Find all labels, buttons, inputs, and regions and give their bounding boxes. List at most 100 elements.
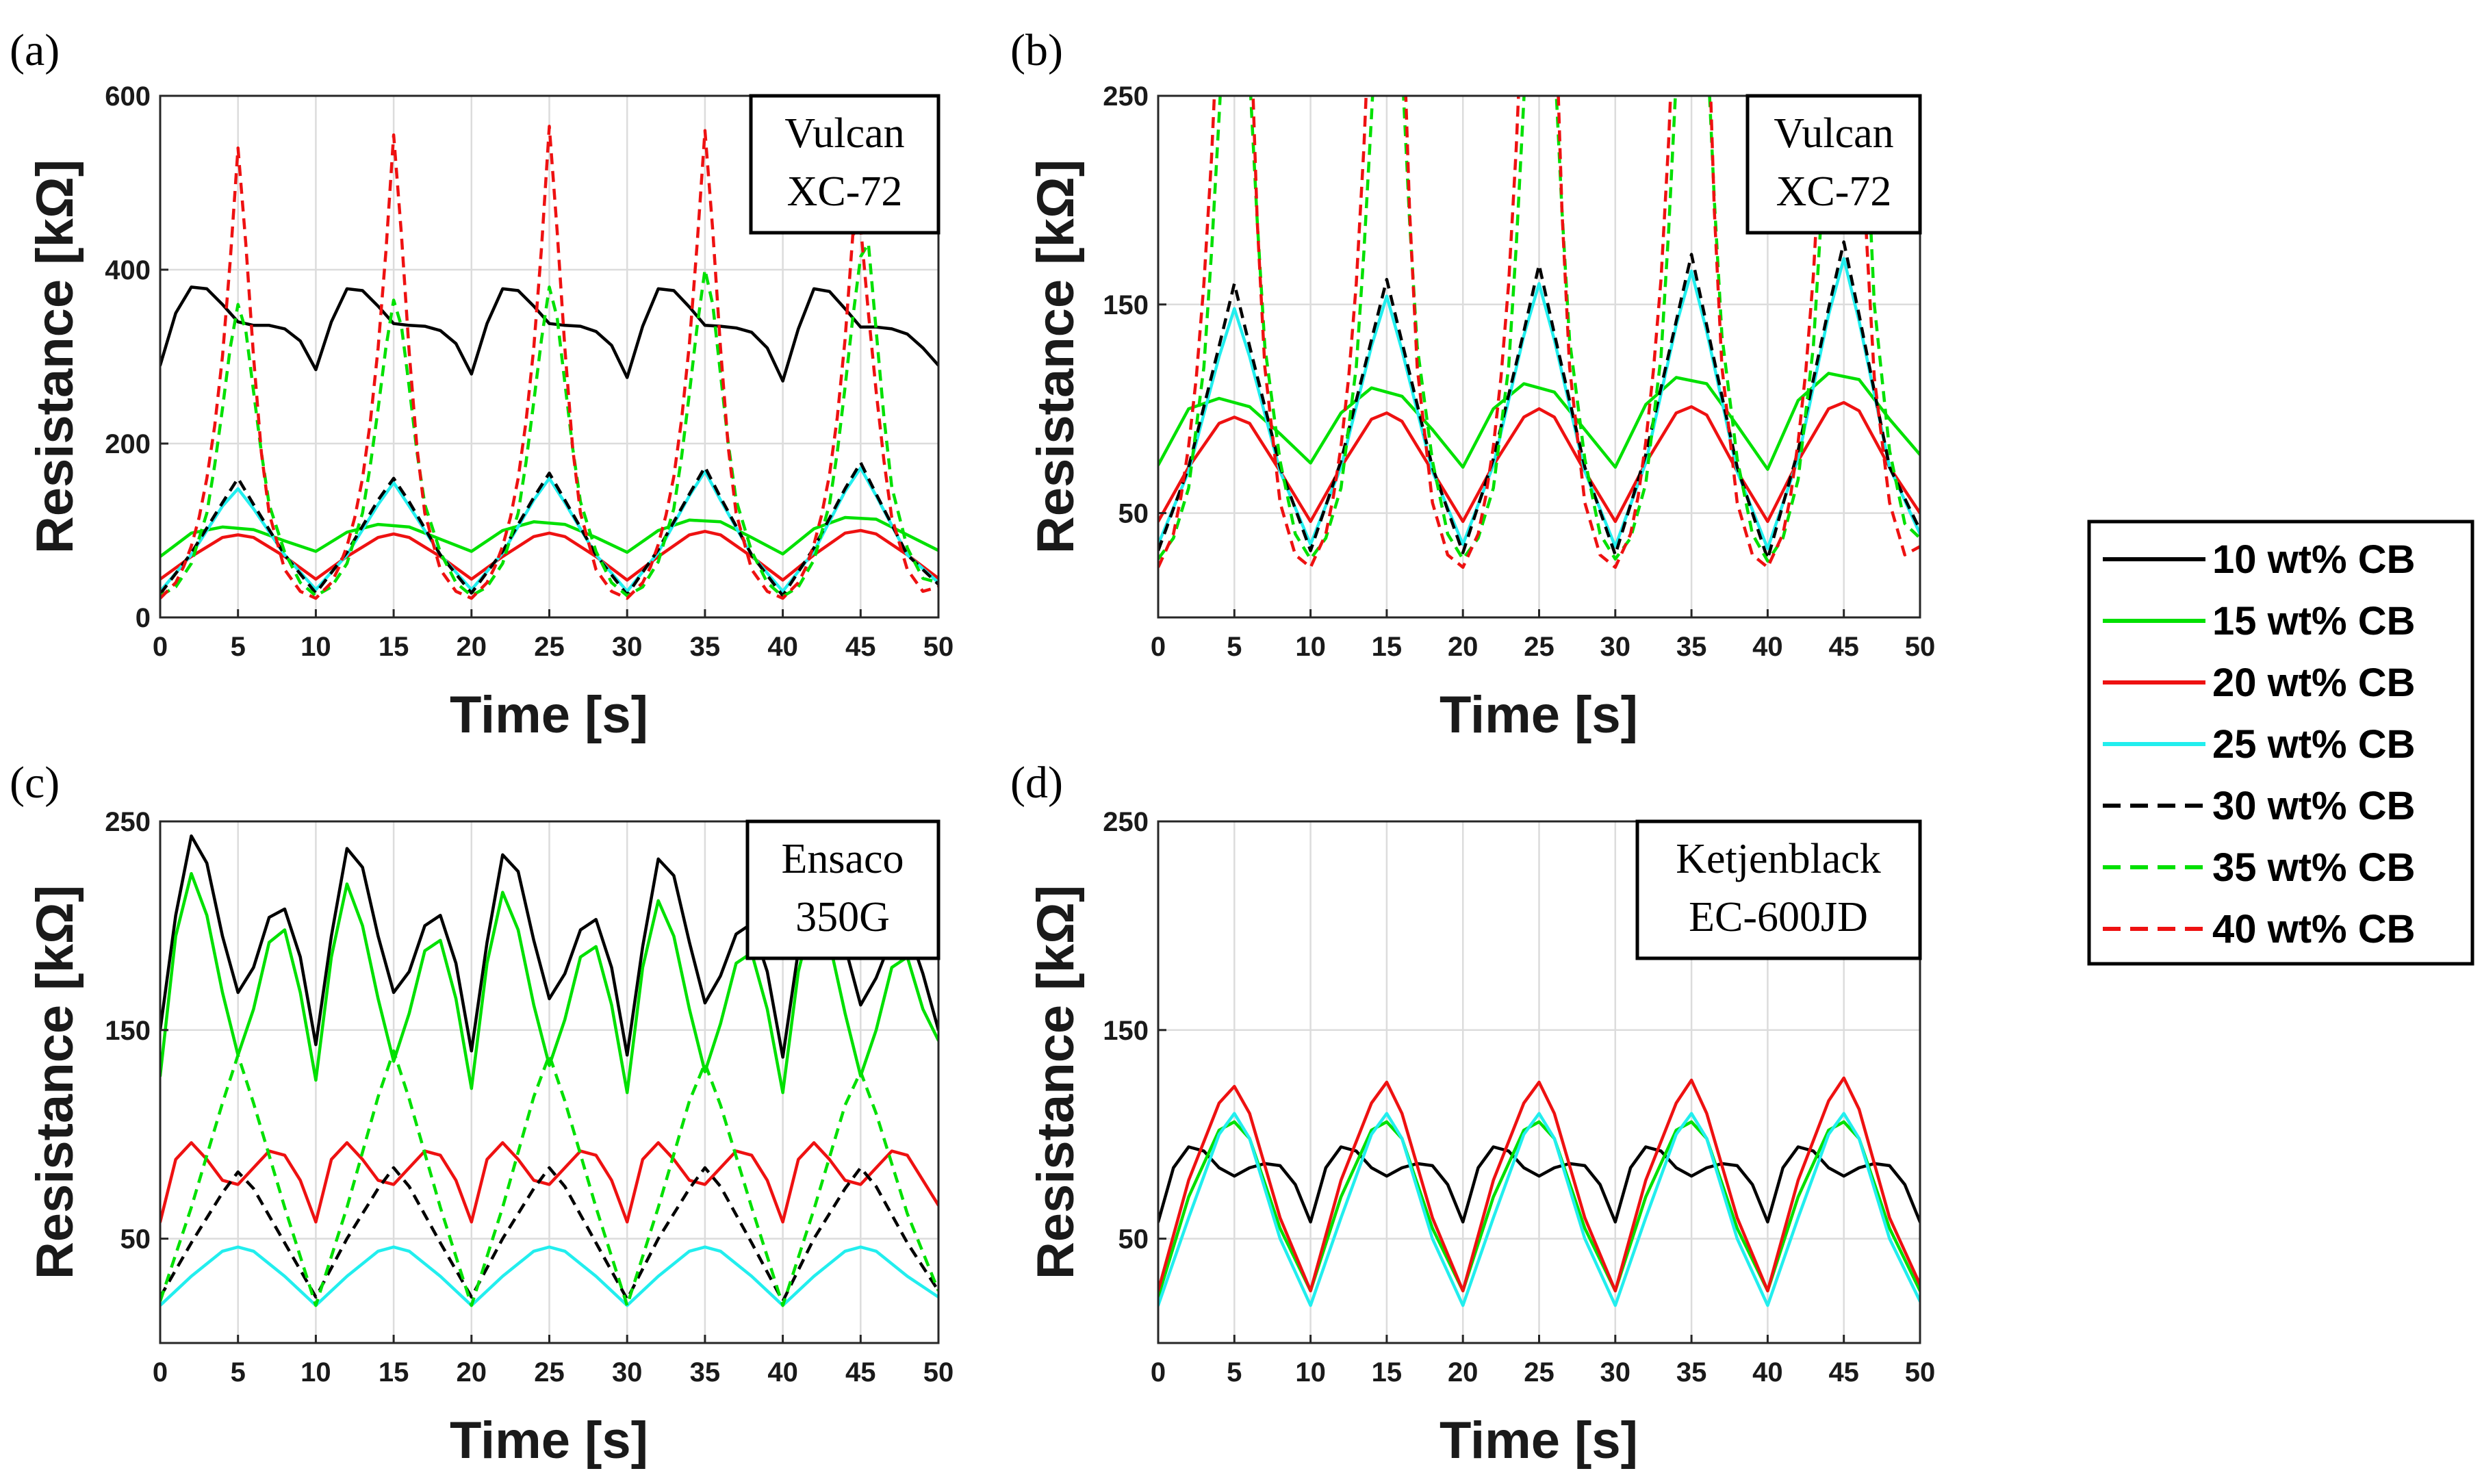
x-tick-label: 20 — [457, 632, 487, 662]
x-tick-label: 50 — [1905, 632, 1936, 662]
legend-label-10-wt-cb: 10 wt% CB — [2212, 537, 2416, 582]
legend-label-20-wt-cb: 20 wt% CB — [2212, 661, 2416, 705]
ticks-b: 0 5 10 15 20 25 30 35 40 45 50 50 150 250 — [1103, 81, 1935, 662]
x-tick-label: 25 — [1524, 1357, 1555, 1387]
x-axis-label-c: Time [s] — [450, 1411, 648, 1470]
y-axis-label-a: Resistance [kΩ] — [26, 159, 84, 554]
series-line-25-wt-cb — [160, 466, 938, 593]
x-tick-label: 25 — [1524, 632, 1555, 662]
annotation-box-b — [1745, 94, 1922, 235]
x-tick-label: 40 — [767, 632, 798, 662]
series-line-15-wt-cb — [160, 515, 938, 559]
legend-label-30-wt-cb: 30 wt% CB — [2212, 784, 2416, 828]
y-tick-label: 250 — [105, 807, 151, 837]
series-line-35-wt-cb — [160, 1049, 938, 1307]
annotation-line1-d: Ketjenblack — [1676, 836, 1881, 882]
series-b — [1158, 96, 1920, 570]
panel-a: (a) 0 5 10 15 20 25 30 35 40 45 50 0 200 400 600 Time … — [10, 25, 954, 744]
legend: 10 wt% CB 15 wt% CB 20 wt% CB 25 wt% CB 30 w… — [2087, 520, 2474, 966]
x-tick-label: 0 — [1151, 1357, 1166, 1387]
y-tick-label: 600 — [105, 81, 151, 112]
panel-letter-a: (a) — [10, 25, 60, 75]
panel-d: (d) 0 5 10 15 20 25 30 35 40 45 50 50 150 250 Time [s… — [1010, 758, 1935, 1470]
x-axis-label-d: Time [s] — [1440, 1411, 1638, 1470]
y-tick-label: 150 — [105, 1016, 151, 1046]
annotation-line2-c: 350G — [795, 894, 890, 941]
legend-label-15-wt-cb: 15 wt% CB — [2212, 599, 2416, 643]
x-tick-label: 0 — [153, 1357, 168, 1387]
y-tick-label: 250 — [1103, 807, 1149, 837]
y-tick-label: 150 — [1103, 1016, 1149, 1046]
series-line-10-wt-cb — [1158, 1145, 1920, 1224]
x-tick-label: 0 — [153, 632, 168, 662]
annotation-line1-b: Vulcan — [1774, 110, 1893, 157]
x-tick-label: 25 — [534, 1357, 565, 1387]
y-tick-label: 150 — [1103, 290, 1149, 320]
y-tick-label: 50 — [120, 1225, 151, 1255]
series-line-15-wt-cb — [1158, 372, 1920, 471]
x-tick-label: 15 — [1372, 1357, 1403, 1387]
x-tick-label: 45 — [1828, 1357, 1859, 1387]
x-tick-label: 5 — [231, 632, 246, 662]
annotation-box-a — [749, 94, 941, 235]
x-tick-label: 15 — [379, 1357, 409, 1387]
x-tick-label: 5 — [1227, 1357, 1242, 1387]
x-tick-label: 45 — [1828, 632, 1859, 662]
x-tick-label: 5 — [231, 1357, 246, 1387]
annotation-box-c — [745, 819, 941, 960]
ticks-c: 0 5 10 15 20 25 30 35 40 45 50 50 150 250 — [105, 807, 954, 1387]
annotation-line2-a: XC-72 — [787, 168, 903, 215]
x-tick-label: 30 — [612, 1357, 643, 1387]
y-axis-label-c: Resistance [kΩ] — [26, 885, 84, 1279]
x-tick-label: 15 — [379, 632, 409, 662]
x-tick-label: 0 — [1151, 632, 1166, 662]
x-tick-label: 40 — [767, 1357, 798, 1387]
y-tick-label: 200 — [105, 429, 151, 459]
series-line-20-wt-cb — [160, 1141, 938, 1224]
legend-entries: 10 wt% CB 15 wt% CB 20 wt% CB 25 wt% CB 30 w… — [2103, 537, 2416, 951]
x-tick-label: 30 — [1600, 632, 1631, 662]
x-tick-label: 15 — [1372, 632, 1403, 662]
series-line-25-wt-cb — [1158, 1112, 1920, 1307]
series-a — [160, 125, 938, 600]
series-line-20-wt-cb — [1158, 1076, 1920, 1293]
x-tick-label: 40 — [1752, 632, 1783, 662]
annotation-box-d — [1635, 819, 1922, 960]
x-tick-label: 10 — [300, 632, 331, 662]
y-tick-label: 250 — [1103, 81, 1149, 112]
x-tick-label: 50 — [1905, 1357, 1936, 1387]
series-line-25-wt-cb — [160, 1245, 938, 1307]
series-line-40-wt-cb — [160, 125, 938, 600]
x-tick-label: 30 — [1600, 1357, 1631, 1387]
legend-label-35-wt-cb: 35 wt% CB — [2212, 845, 2416, 890]
annotation-line1-c: Ensaco — [781, 836, 904, 882]
panel-c: (c) 0 5 10 15 20 25 30 35 40 45 50 50 150 250 Time [s… — [10, 758, 954, 1470]
panel-letter-b: (b) — [1010, 25, 1063, 75]
series-line-30-wt-cb — [160, 461, 938, 598]
x-tick-label: 5 — [1227, 632, 1242, 662]
series-line-30-wt-cb — [160, 1166, 938, 1303]
panel-letter-c: (c) — [10, 758, 60, 808]
x-tick-label: 20 — [1448, 632, 1479, 662]
ticks-d: 0 5 10 15 20 25 30 35 40 45 50 50 150 250 — [1103, 807, 1935, 1387]
x-tick-label: 30 — [612, 632, 643, 662]
gridlines-a — [160, 96, 938, 617]
x-tick-label: 25 — [534, 632, 565, 662]
series-line-15-wt-cb — [1158, 1120, 1920, 1299]
x-tick-label: 50 — [923, 1357, 954, 1387]
x-tick-label: 45 — [845, 632, 876, 662]
x-tick-label: 45 — [845, 1357, 876, 1387]
x-tick-label: 35 — [690, 1357, 721, 1387]
gridlines-c — [160, 821, 938, 1343]
x-tick-label: 40 — [1752, 1357, 1783, 1387]
panel-b: (b) 0 5 10 15 20 25 30 35 40 45 50 50 150 250 Time [s… — [1010, 25, 1935, 744]
x-axis-label-a: Time [s] — [450, 686, 648, 744]
y-tick-label: 0 — [136, 603, 151, 633]
series-line-10-wt-cb — [160, 285, 938, 383]
y-tick-label: 400 — [105, 255, 151, 285]
panel-letter-d: (d) — [1010, 758, 1063, 808]
gridlines-b — [1158, 96, 1920, 617]
x-tick-label: 20 — [1448, 1357, 1479, 1387]
x-tick-label: 10 — [1295, 1357, 1326, 1387]
